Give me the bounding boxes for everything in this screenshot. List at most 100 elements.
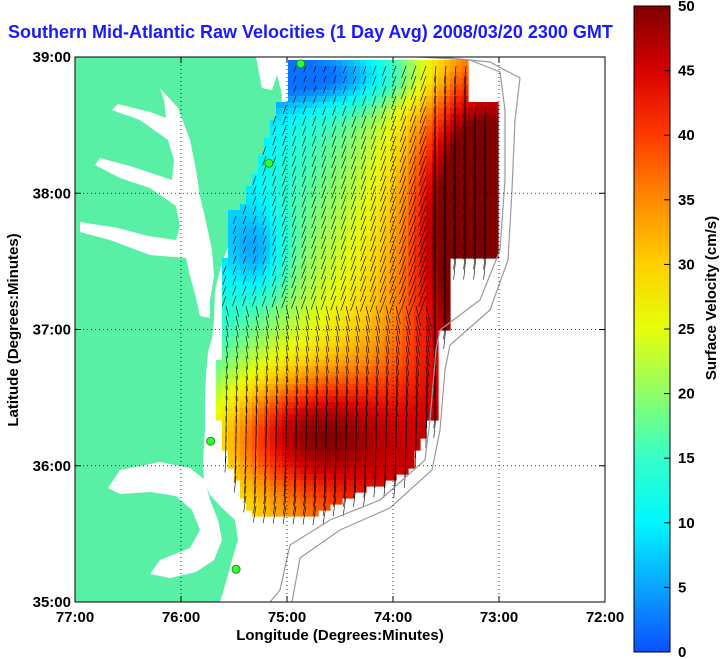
velocity-cell (234, 300, 241, 307)
velocity-vector (313, 85, 317, 93)
velocity-vector (408, 175, 417, 195)
velocity-vector (433, 255, 437, 280)
velocity-cell (492, 120, 499, 127)
velocity-cell (312, 216, 319, 223)
velocity-cell (306, 402, 313, 409)
velocity-cell (318, 234, 325, 241)
velocity-cell (300, 216, 307, 223)
velocity-cell (324, 288, 331, 295)
velocity-cell (492, 150, 499, 157)
velocity-vector (232, 265, 237, 275)
velocity-vector (291, 225, 297, 238)
velocity-vector (390, 155, 397, 172)
velocity-vector (333, 475, 337, 498)
velocity-cell (378, 258, 385, 265)
velocity-vector (315, 405, 318, 428)
velocity-vector (320, 295, 327, 310)
velocity-vector (234, 475, 237, 493)
velocity-cell (342, 426, 349, 433)
velocity-cell (396, 276, 403, 283)
velocity-vector (235, 305, 239, 317)
velocity-cell (270, 318, 277, 325)
velocity-cell (396, 318, 403, 325)
velocity-vector (330, 235, 337, 250)
velocity-vector (425, 355, 430, 378)
velocity-cell (318, 198, 325, 205)
velocity-cell (360, 252, 367, 259)
velocity-cell (294, 210, 301, 217)
velocity-vector (453, 115, 457, 139)
velocity-vector (433, 95, 437, 115)
velocity-cell (234, 426, 241, 433)
velocity-vector (291, 285, 297, 299)
velocity-cell (378, 384, 385, 391)
velocity-cell (348, 66, 355, 73)
velocity-cell (318, 378, 325, 385)
velocity-cell (324, 156, 331, 163)
velocity-cell (336, 150, 343, 157)
velocity-cell (294, 126, 301, 133)
velocity-cell (342, 90, 349, 97)
velocity-cell (258, 276, 265, 283)
velocity-cell (324, 282, 331, 289)
velocity-cell (390, 144, 397, 151)
velocity-cell (222, 288, 229, 295)
velocity-cell (306, 384, 313, 391)
velocity-cell (486, 240, 493, 247)
velocity-cell (408, 294, 415, 301)
velocity-cell (468, 120, 475, 127)
velocity-vector (443, 65, 447, 84)
velocity-cell (246, 204, 253, 211)
velocity-vector (225, 325, 229, 338)
velocity-cell (348, 474, 355, 481)
velocity-cell (270, 156, 277, 163)
velocity-cell (414, 102, 421, 109)
velocity-cell (324, 78, 331, 85)
velocity-cell (444, 126, 451, 133)
velocity-cell (450, 132, 457, 139)
velocity-vector (340, 275, 347, 291)
velocity-cell (396, 450, 403, 457)
velocity-vector (381, 95, 387, 108)
velocity-vector (371, 95, 377, 107)
velocity-cell (270, 414, 277, 421)
velocity-cell (396, 354, 403, 361)
velocity-cell (222, 372, 229, 379)
velocity-vector (322, 95, 327, 105)
velocity-cell (252, 210, 259, 217)
velocity-vector (453, 65, 457, 85)
velocity-cell (462, 114, 469, 121)
velocity-vector (312, 495, 317, 516)
velocity-cell (306, 108, 313, 115)
velocity-cell (366, 282, 373, 289)
velocity-cell (294, 168, 301, 175)
velocity-cell (276, 510, 283, 517)
velocity-cell (246, 240, 253, 247)
velocity-cell (402, 414, 409, 421)
velocity-vector (433, 195, 437, 220)
velocity-cell (246, 408, 253, 415)
velocity-cell (240, 402, 247, 409)
velocity-vector (418, 245, 427, 267)
velocity-vector (415, 395, 418, 418)
velocity-cell (456, 108, 463, 115)
velocity-cell (324, 222, 331, 229)
velocity-cell (270, 468, 277, 475)
velocity-cell (360, 282, 367, 289)
velocity-cell (414, 210, 421, 217)
velocity-vector (291, 255, 297, 268)
velocity-cell (408, 408, 415, 415)
velocity-cell (360, 372, 367, 379)
velocity-cell (402, 396, 409, 403)
velocity-vector (483, 125, 487, 150)
velocity-cell (330, 396, 337, 403)
velocity-cell (234, 324, 241, 331)
velocity-cell (390, 360, 397, 367)
velocity-cell (342, 270, 349, 277)
velocity-cell (270, 390, 277, 397)
velocity-vector (351, 105, 357, 117)
velocity-cell (276, 414, 283, 421)
velocity-cell (384, 348, 391, 355)
velocity-cell (270, 486, 277, 493)
velocity-cell (366, 144, 373, 151)
